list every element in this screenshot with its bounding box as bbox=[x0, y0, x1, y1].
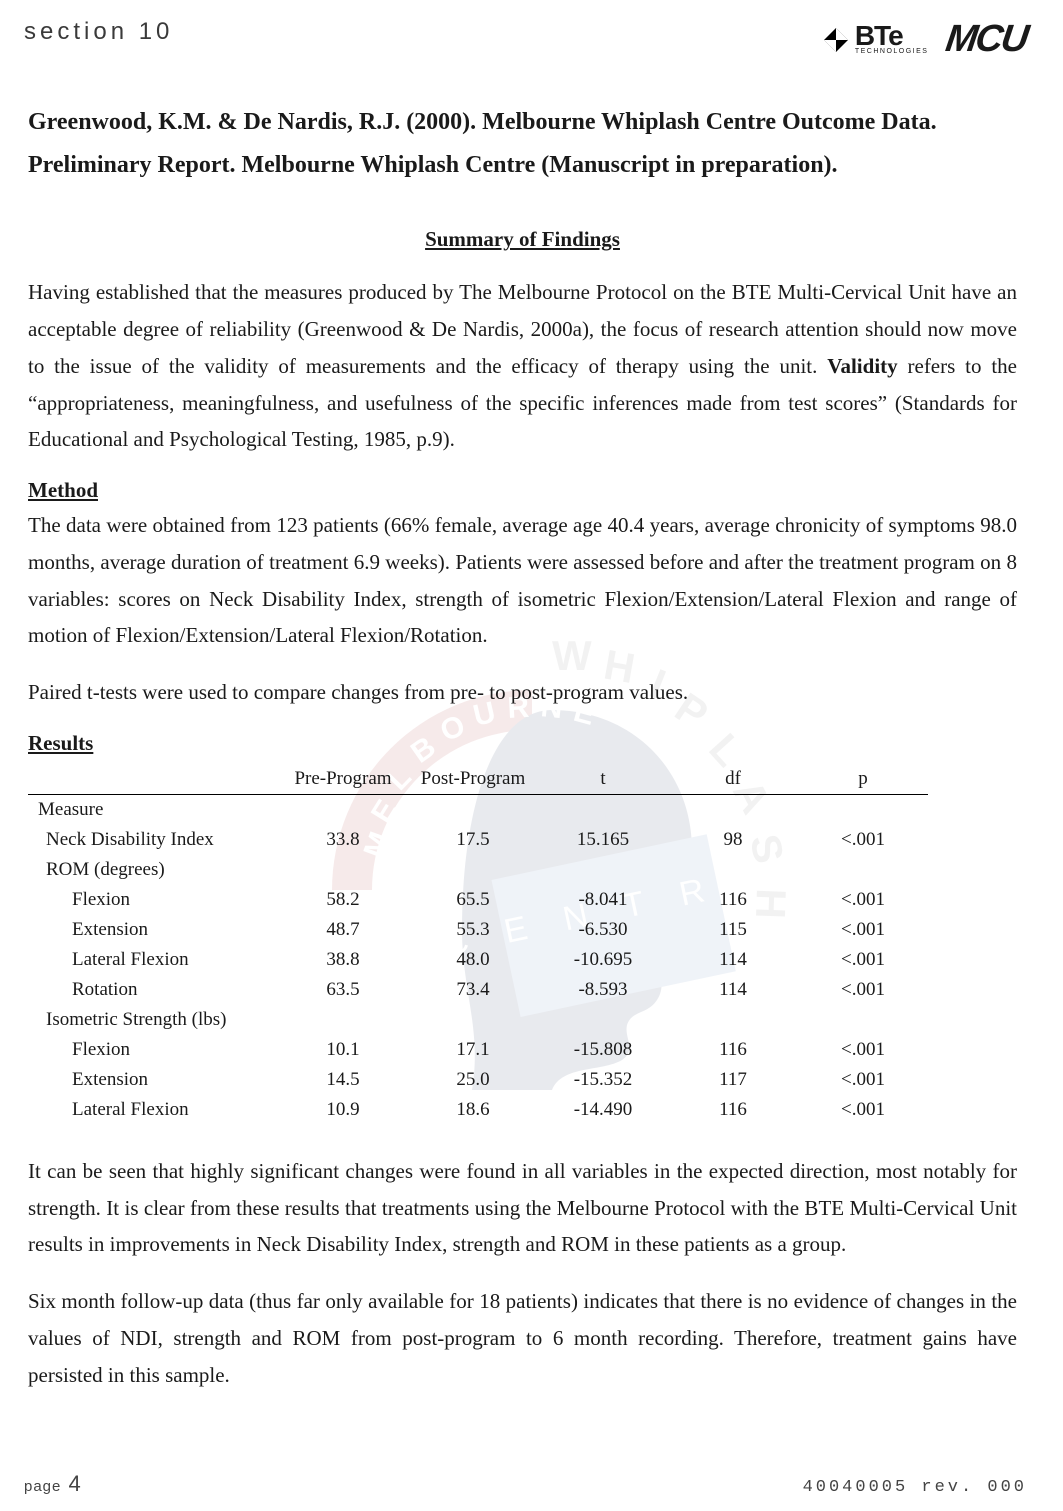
discussion-paragraph-2: Six month follow-up data (thus far only … bbox=[28, 1283, 1017, 1393]
table-row: Rotation63.573.4-8.593114<.001 bbox=[28, 975, 928, 1005]
table-row: Lateral Flexion38.848.0-10.695114<.001 bbox=[28, 945, 928, 975]
table-cell: -8.593 bbox=[538, 975, 668, 1005]
table-cell: -15.352 bbox=[538, 1065, 668, 1095]
table-cell bbox=[408, 855, 538, 885]
table-cell: 10.9 bbox=[278, 1095, 408, 1125]
table-cell: -14.490 bbox=[538, 1095, 668, 1125]
document-title: Greenwood, K.M. & De Nardis, R.J. (2000)… bbox=[28, 101, 1017, 187]
table-cell bbox=[538, 1005, 668, 1035]
table-cell: 116 bbox=[668, 1035, 798, 1065]
table-cell: <.001 bbox=[798, 1065, 928, 1095]
table-header: df bbox=[668, 764, 798, 795]
table-cell bbox=[538, 855, 668, 885]
method-paragraph-1: The data were obtained from 123 patients… bbox=[28, 507, 1017, 654]
table-header: p bbox=[798, 764, 928, 795]
table-cell: 116 bbox=[668, 885, 798, 915]
table-row: Extension48.755.3-6.530115<.001 bbox=[28, 915, 928, 945]
footer-doc-code: 40040005 rev. 000 bbox=[803, 1478, 1027, 1497]
table-header bbox=[28, 764, 278, 795]
bte-logo-text: BTe bbox=[855, 20, 903, 51]
table-cell: 17.1 bbox=[408, 1035, 538, 1065]
table-row: Flexion58.265.5-8.041116<.001 bbox=[28, 885, 928, 915]
header-logos: BTe TECHNOLOGIES MCU bbox=[823, 18, 1027, 61]
table-cell bbox=[278, 1005, 408, 1035]
table-cell: 10.1 bbox=[278, 1035, 408, 1065]
table-cell bbox=[798, 855, 928, 885]
table-cell: <.001 bbox=[798, 825, 928, 855]
validity-bold: Validity bbox=[827, 354, 897, 378]
bte-logo-sub: TECHNOLOGIES bbox=[855, 48, 929, 55]
table-row-label: Extension bbox=[28, 915, 278, 945]
table-row: Flexion10.117.1-15.808116<.001 bbox=[28, 1035, 928, 1065]
table-cell: 73.4 bbox=[408, 975, 538, 1005]
bte-logo: BTe TECHNOLOGIES bbox=[823, 25, 929, 55]
footer-page-number: 4 bbox=[69, 1471, 81, 1496]
table-cell: 15.165 bbox=[538, 825, 668, 855]
table-cell: 48.0 bbox=[408, 945, 538, 975]
table-cell: 117 bbox=[668, 1065, 798, 1095]
table-cell: 33.8 bbox=[278, 825, 408, 855]
table-cell: 116 bbox=[668, 1095, 798, 1125]
table-cell: 63.5 bbox=[278, 975, 408, 1005]
footer-page-label: page bbox=[24, 1478, 61, 1495]
table-cell: 14.5 bbox=[278, 1065, 408, 1095]
table-cell bbox=[668, 1005, 798, 1035]
results-heading: Results bbox=[28, 731, 1017, 756]
table-cell: 48.7 bbox=[278, 915, 408, 945]
table-row: Isometric Strength (lbs) bbox=[28, 1005, 928, 1035]
table-cell: 18.6 bbox=[408, 1095, 538, 1125]
table-row-label: Neck Disability Index bbox=[28, 825, 278, 855]
table-cell: 38.8 bbox=[278, 945, 408, 975]
table-cell: <.001 bbox=[798, 915, 928, 945]
summary-heading: Summary of Findings bbox=[28, 227, 1017, 252]
table-cell: -6.530 bbox=[538, 915, 668, 945]
table-row-label: Flexion bbox=[28, 885, 278, 915]
table-cell bbox=[668, 855, 798, 885]
table-cell: <.001 bbox=[798, 945, 928, 975]
section-label: section 10 bbox=[24, 18, 173, 46]
table-cell: <.001 bbox=[798, 1035, 928, 1065]
table-cell: 17.5 bbox=[408, 825, 538, 855]
table-cell: <.001 bbox=[798, 1095, 928, 1125]
table-header: Post-Program bbox=[408, 764, 538, 795]
table-cell: 25.0 bbox=[408, 1065, 538, 1095]
table-cell: <.001 bbox=[798, 975, 928, 1005]
method-paragraph-2: Paired t-tests were used to compare chan… bbox=[28, 674, 1017, 711]
table-cell: <.001 bbox=[798, 885, 928, 915]
table-row-label: Isometric Strength (lbs) bbox=[28, 1005, 278, 1035]
table-row-label: Lateral Flexion bbox=[28, 945, 278, 975]
table-row-label: ROM (degrees) bbox=[28, 855, 278, 885]
discussion-paragraph-1: It can be seen that highly significant c… bbox=[28, 1153, 1017, 1263]
table-cell: -10.695 bbox=[538, 945, 668, 975]
table-cell: 114 bbox=[668, 975, 798, 1005]
method-heading: Method bbox=[28, 478, 1017, 503]
intro-paragraph: Having established that the measures pro… bbox=[28, 274, 1017, 458]
table-cell: 65.5 bbox=[408, 885, 538, 915]
table-cell: 98 bbox=[668, 825, 798, 855]
table-cell: 115 bbox=[668, 915, 798, 945]
mcu-logo: MCU bbox=[943, 18, 1030, 61]
table-header: Pre-Program bbox=[278, 764, 408, 795]
table-cell: 55.3 bbox=[408, 915, 538, 945]
table-cell bbox=[278, 855, 408, 885]
table-cell: -15.808 bbox=[538, 1035, 668, 1065]
table-measure-label: Measure bbox=[28, 794, 928, 825]
table-row-label: Flexion bbox=[28, 1035, 278, 1065]
table-row: Extension14.525.0-15.352117<.001 bbox=[28, 1065, 928, 1095]
table-header: t bbox=[538, 764, 668, 795]
bte-diamond-icon bbox=[823, 27, 849, 53]
table-row-label: Extension bbox=[28, 1065, 278, 1095]
table-row: Lateral Flexion10.918.6-14.490116<.001 bbox=[28, 1095, 928, 1125]
table-cell: 114 bbox=[668, 945, 798, 975]
table-row-label: Rotation bbox=[28, 975, 278, 1005]
table-row: ROM (degrees) bbox=[28, 855, 928, 885]
results-table: Pre-ProgramPost-ProgramtdfpMeasureNeck D… bbox=[28, 764, 928, 1125]
table-cell: 58.2 bbox=[278, 885, 408, 915]
table-row-label: Lateral Flexion bbox=[28, 1095, 278, 1125]
table-cell: -8.041 bbox=[538, 885, 668, 915]
table-row: Neck Disability Index33.817.515.16598<.0… bbox=[28, 825, 928, 855]
table-cell bbox=[408, 1005, 538, 1035]
footer-page: page 4 bbox=[24, 1471, 81, 1497]
table-cell bbox=[798, 1005, 928, 1035]
